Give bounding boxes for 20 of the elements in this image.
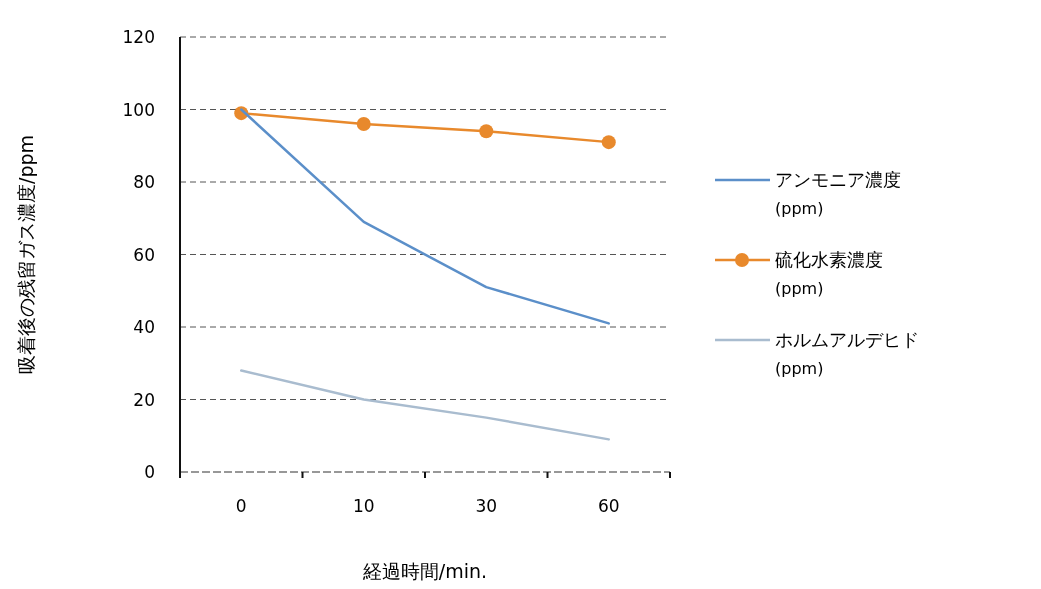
y-tick-label: 80 (133, 172, 155, 192)
y-tick-label: 120 (122, 27, 155, 47)
x-tick-label: 0 (235, 496, 247, 516)
y-tick-label: 40 (133, 317, 155, 337)
point (479, 124, 494, 139)
line-series (240, 369, 610, 441)
x-tick-label: 30 (475, 496, 498, 516)
y-tick-label: 0 (144, 462, 155, 482)
legend-label: 硫化水素濃度(ppm) (775, 249, 883, 298)
legend-label: ホルムアルデヒド(ppm) (775, 329, 919, 378)
y-tick-label: 100 (122, 99, 155, 120)
legend-label: アンモニア濃度(ppm) (775, 169, 901, 218)
x-axis-title: 経過時間/min. (361, 560, 488, 582)
y-tick-label: 20 (133, 389, 155, 410)
x-tick-label: 60 (597, 496, 620, 516)
point (356, 117, 371, 131)
y-axis-title: 吸着後の残留ガス濃度/ppm (15, 134, 37, 375)
y-tick-label: 60 (133, 244, 155, 265)
point (601, 135, 616, 150)
x-tick-label: 10 (352, 496, 375, 516)
